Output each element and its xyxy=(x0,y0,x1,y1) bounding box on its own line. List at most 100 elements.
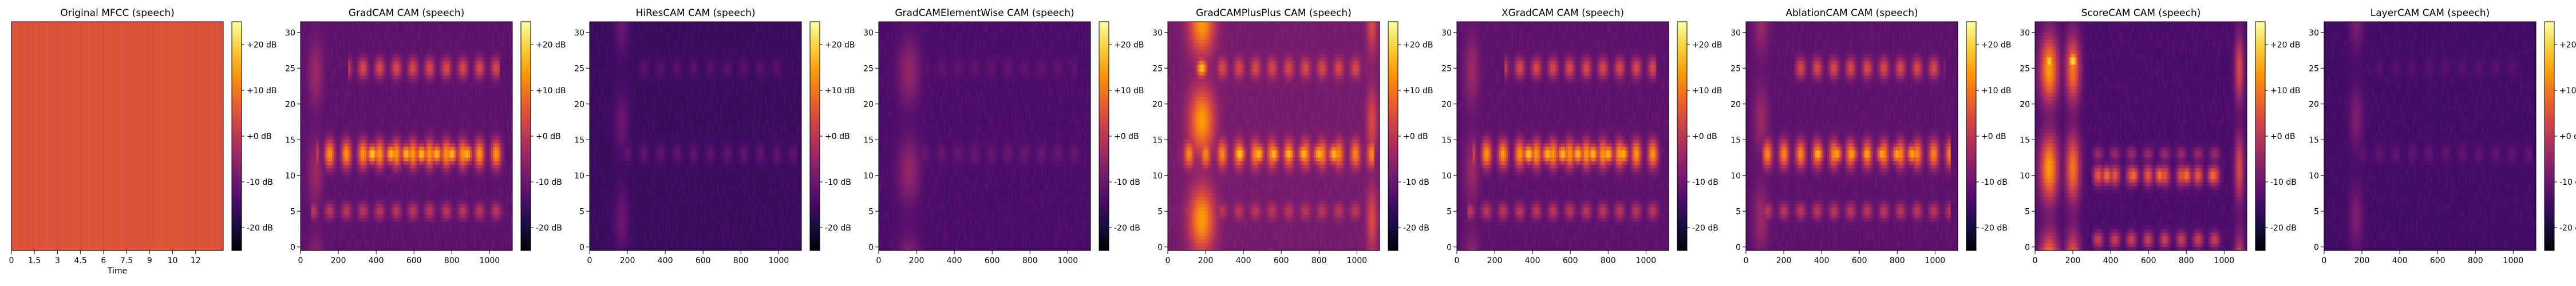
y-tick-label: 25 xyxy=(2309,64,2319,73)
chart-panel: GradCAMElementWise CAM (speech)0 200 400 60… xyxy=(863,7,1144,265)
y-tick-label: 20 xyxy=(1152,100,1163,109)
colorbar-tick-label: +20 dB xyxy=(536,41,566,50)
x-tick-label: 1000 xyxy=(1058,256,1078,265)
colorbar xyxy=(2545,22,2554,251)
y-tick-label: 10 xyxy=(2309,172,2319,181)
y-tick-label: 30 xyxy=(863,29,874,38)
colorbar-tick-label: -10 dB xyxy=(536,178,562,187)
colorbar-tick-label: +20 dB xyxy=(1114,41,1144,50)
x-tick-label: 200 xyxy=(2065,256,2081,265)
colorbar xyxy=(810,22,820,251)
x-tick-label: 400 xyxy=(1814,256,1830,265)
chart-panel: Original MFCC (speech)0 1.5 3 4.5 6 7.5 9 10 12T… xyxy=(9,7,277,276)
x-tick-label: 600 xyxy=(2430,256,2445,265)
x-tick-label: 12 xyxy=(191,256,201,265)
colorbar-tick-label: +20 dB xyxy=(247,41,277,50)
y-tick-label: 25 xyxy=(574,64,584,73)
chart-panel: GradCAM CAM (speech)0 200 400 600 800 1000051… xyxy=(285,7,566,265)
colorbar-tick-label: -20 dB xyxy=(1981,224,2008,233)
y-tick-label: 15 xyxy=(1152,136,1163,145)
x-tick-label: 0 xyxy=(1165,256,1171,265)
heatmap-image xyxy=(879,22,1091,251)
x-tick-label: 400 xyxy=(2392,256,2408,265)
heatmap-image xyxy=(301,22,512,251)
colorbar xyxy=(521,22,531,251)
y-tick-label: 5 xyxy=(579,207,584,216)
y-tick-label: 5 xyxy=(2025,207,2030,216)
y-tick-label: 15 xyxy=(285,136,295,145)
colorbar-tick-label: -10 dB xyxy=(1403,178,1429,187)
chart-panel: ScoreCAM CAM (speech)0 200 400 600 800 100005… xyxy=(2020,7,2300,265)
colorbar-tick-label: -20 dB xyxy=(247,224,273,233)
x-tick-label: 1000 xyxy=(2503,256,2524,265)
y-tick-label: 15 xyxy=(1730,136,1741,145)
colorbar-tick-label: +0 dB xyxy=(1981,132,2006,141)
x-tick-label: 0 xyxy=(876,256,882,265)
y-tick-label: 20 xyxy=(2309,100,2319,109)
x-tick-label: 10 xyxy=(168,256,178,265)
colorbar-tick-label: -20 dB xyxy=(825,224,851,233)
chart-panel: GradCAMPlusPlus CAM (speech)0 200 400 600 80… xyxy=(1152,7,1433,265)
y-tick-label: 0 xyxy=(868,243,874,252)
x-tick-label: 0 xyxy=(587,256,592,265)
heatmap-image xyxy=(590,22,801,251)
colorbar-tick-label: +0 dB xyxy=(1403,132,1428,141)
y-tick-label: 10 xyxy=(863,172,874,181)
x-tick-label: 400 xyxy=(1525,256,1540,265)
y-tick-label: 0 xyxy=(579,243,584,252)
y-tick-label: 30 xyxy=(2020,29,2030,38)
heatmap-image xyxy=(2324,22,2536,251)
colorbar-tick-label: -10 dB xyxy=(1981,178,2008,187)
heatmap-image xyxy=(1457,22,1669,251)
y-tick-label: 0 xyxy=(1447,243,1452,252)
colorbar-tick-label: +10 dB xyxy=(2559,86,2576,96)
colorbar-tick-label: +20 dB xyxy=(1692,41,1722,50)
x-tick-label: 1000 xyxy=(1925,256,1946,265)
y-tick-label: 20 xyxy=(574,100,584,109)
colorbar-tick-label: -10 dB xyxy=(2270,178,2297,187)
y-tick-label: 10 xyxy=(1441,172,1452,181)
colorbar-tick-label: +0 dB xyxy=(2270,132,2296,141)
y-tick-label: 30 xyxy=(2309,29,2319,38)
y-tick-label: 10 xyxy=(285,172,295,181)
x-tick-label: 4.5 xyxy=(74,256,87,265)
x-tick-label: 1000 xyxy=(769,256,789,265)
x-tick-label: 600 xyxy=(1274,256,1289,265)
y-tick-label: 5 xyxy=(290,207,295,216)
y-tick-label: 30 xyxy=(1730,29,1741,38)
y-tick-label: 10 xyxy=(1730,172,1741,181)
chart-title: LayerCAM CAM (speech) xyxy=(2370,7,2490,19)
x-tick-label: 800 xyxy=(1890,256,1905,265)
chart-panel: LayerCAM CAM (speech)0 200 400 600 800 100005… xyxy=(2309,7,2576,265)
colorbar-tick-label: +20 dB xyxy=(825,41,855,50)
x-tick-label: 200 xyxy=(1198,256,1214,265)
colorbar-tick-label: +0 dB xyxy=(247,132,272,141)
x-tick-label: 7.5 xyxy=(120,256,133,265)
x-tick-label: 0 xyxy=(298,256,303,265)
chart-title: AblationCAM CAM (speech) xyxy=(1785,7,1918,19)
y-tick-label: 10 xyxy=(574,172,584,181)
x-tick-label: 600 xyxy=(1563,256,1578,265)
colorbar-tick-label: +0 dB xyxy=(1692,132,1717,141)
chart-title: Original MFCC (speech) xyxy=(60,7,174,19)
colorbar-tick-label: -20 dB xyxy=(1114,224,1140,233)
x-tick-label: 200 xyxy=(2354,256,2370,265)
heatmap-image xyxy=(1746,22,1958,251)
chart-title: GradCAMElementWise CAM (speech) xyxy=(895,7,1074,19)
y-tick-label: 20 xyxy=(285,100,295,109)
heatmap-image xyxy=(2035,22,2247,251)
colorbar-tick-label: -10 dB xyxy=(247,178,273,187)
x-tick-label: 1000 xyxy=(2214,256,2235,265)
colorbar-tick-label: +0 dB xyxy=(1114,132,1139,141)
y-tick-label: 25 xyxy=(1441,64,1452,73)
colorbar-tick-label: -10 dB xyxy=(2559,178,2576,187)
x-tick-label: 800 xyxy=(1311,256,1327,265)
y-tick-label: 5 xyxy=(2314,207,2319,216)
chart-title: GradCAMPlusPlus CAM (speech) xyxy=(1196,7,1352,19)
y-tick-label: 5 xyxy=(1736,207,1741,216)
y-tick-label: 10 xyxy=(2020,172,2030,181)
heatmap-image xyxy=(1168,22,1380,251)
colorbar xyxy=(2255,22,2265,251)
x-tick-label: 6 xyxy=(101,256,106,265)
x-tick-label: 1000 xyxy=(1636,256,1657,265)
